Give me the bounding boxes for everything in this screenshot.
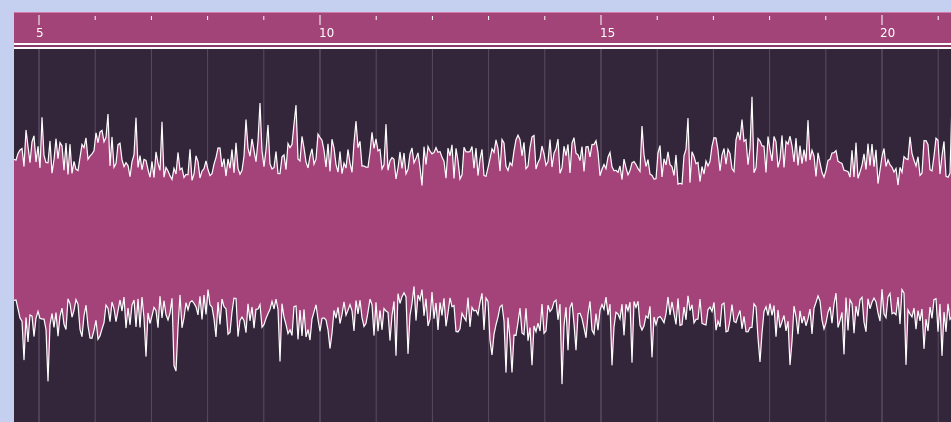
ruler-divider-mid: [14, 45, 951, 47]
ruler-label-5: 5: [36, 26, 44, 40]
waveform-bottom-outline: [14, 286, 951, 385]
audio-waveform: [14, 49, 951, 422]
ruler-divider-bottom: [14, 47, 951, 49]
ruler-ticks: [38, 15, 939, 25]
ruler-label-15: 15: [600, 26, 616, 40]
timeline-ruler[interactable]: 5 10 15 20: [14, 12, 951, 43]
ruler-divider-top: [14, 43, 951, 45]
waveform-display[interactable]: [14, 49, 951, 422]
ruler-label-20: 20: [880, 26, 896, 40]
waveform-fill: [14, 96, 951, 385]
ruler-label-10: 10: [319, 26, 335, 40]
waveform-top-outline: [14, 96, 951, 186]
